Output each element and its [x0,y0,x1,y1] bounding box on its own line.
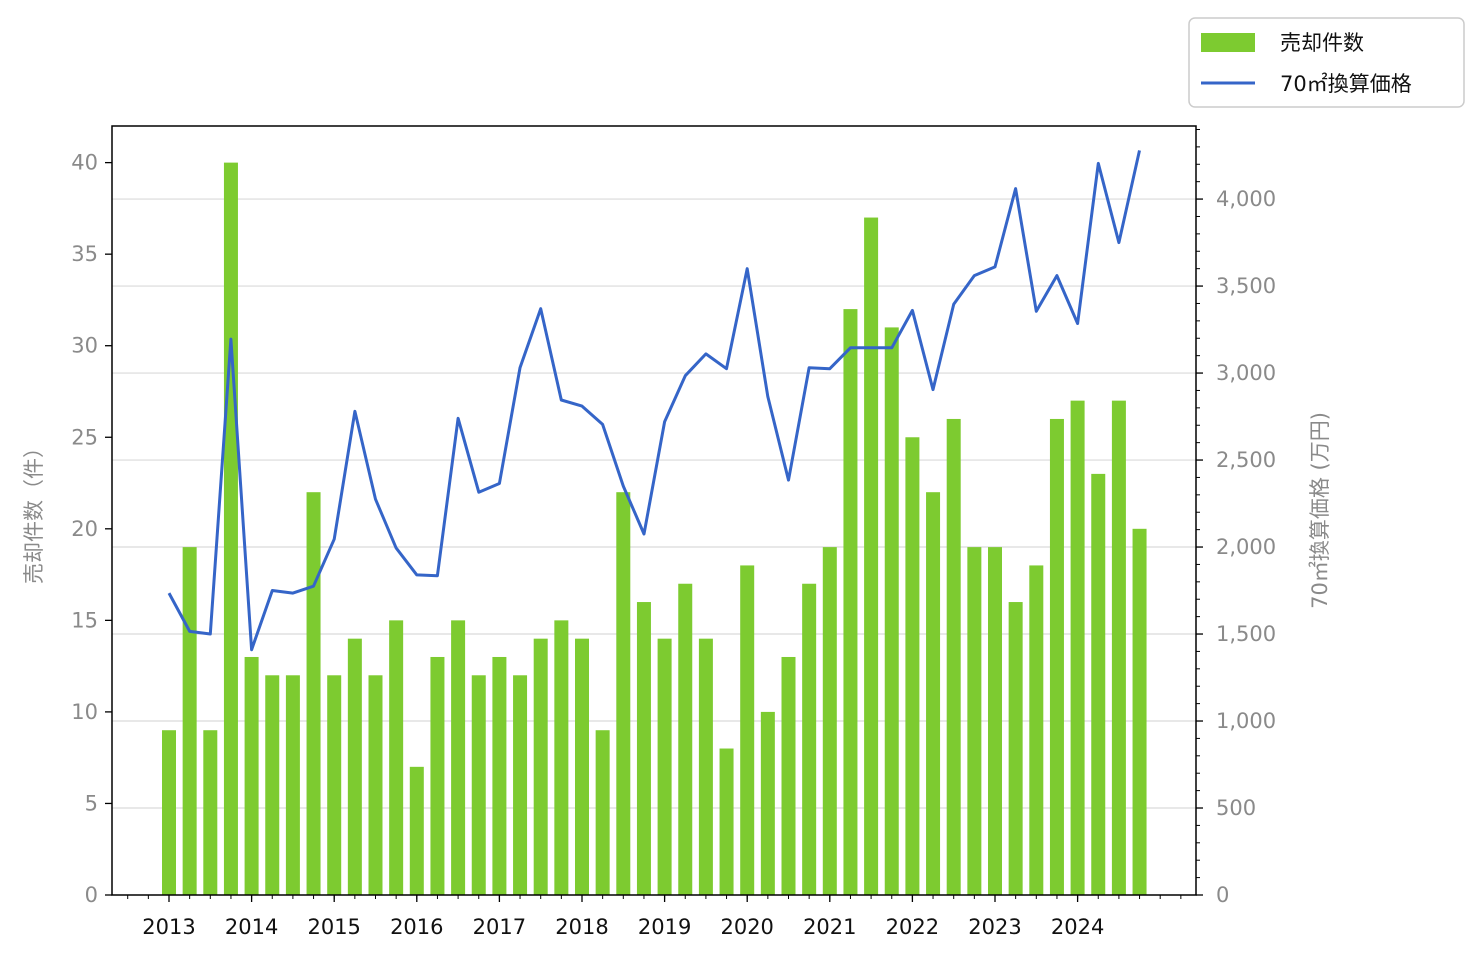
x-tick-label: 2013 [142,915,195,939]
y-right-tick-label: 1,500 [1216,622,1276,646]
price-line [167,150,1141,652]
x-tick-label: 2014 [225,915,278,939]
bar-series-sales-count [162,162,1147,896]
axes: 0 5 10 15 20 25 30 35 40 0 500 1,000 1,500 2,000 2,500… [71,128,1276,939]
y-right-tick-label: 1,000 [1216,709,1276,733]
bar [740,565,755,895]
y-left-tick-label: 35 [71,242,98,266]
x-tick-label: 2022 [886,915,939,939]
bar [451,620,466,895]
y-left-tick-label: 20 [71,517,98,541]
bar [471,675,486,895]
bar [884,327,899,895]
y-right-tick-label: 2,500 [1216,448,1276,472]
legend-label-price: 70㎡換算価格 [1280,72,1412,96]
x-tick-label: 2021 [803,915,856,939]
bar [636,602,651,895]
y-left-tick-label: 40 [71,151,98,175]
x-tick-label: 2020 [720,915,773,939]
bar [265,675,280,895]
bar [389,620,404,895]
legend-box [1188,17,1465,108]
x-tick-label: 2019 [638,915,691,939]
x-tick-label: 2017 [473,915,526,939]
bar [430,656,445,895]
bar [492,656,507,895]
bar [327,675,342,895]
line-series-price [167,150,1141,652]
bar [162,730,176,895]
bar [1049,418,1064,895]
bar [781,656,796,895]
y-right-tick-label: 4,000 [1216,187,1276,211]
bar [967,547,982,895]
bar [368,675,383,895]
y-left-tick-label: 10 [71,700,98,724]
bar [760,711,775,895]
y-axis-left-title: 売却件数（件） [22,437,46,584]
bar [698,638,713,895]
bar [1132,528,1147,895]
bar [306,492,321,895]
y-left-tick-label: 5 [85,791,98,815]
y-right-tick-label: 3,000 [1216,361,1276,385]
bar [843,309,858,896]
bar [285,675,300,895]
bar [575,638,589,895]
y-left-tick-label: 15 [71,608,98,632]
bar [513,675,528,895]
bar [409,766,424,895]
bar [1070,400,1085,895]
y-axis-right-title: 70㎡換算価格 (万円) [1308,412,1332,609]
bar [1029,565,1044,895]
y-right-tick-label: 3,500 [1216,274,1276,298]
bar [864,217,879,896]
bar [223,162,238,896]
x-tick-label: 2016 [390,915,443,939]
y-left-tick-label: 0 [85,883,98,907]
bar [554,620,569,895]
legend-label-sales-count: 売却件数 [1280,31,1364,55]
bar [595,730,610,895]
bar [533,638,548,895]
bar [719,748,734,895]
legend-bar-swatch [1201,33,1255,52]
bar [1091,473,1106,895]
x-tick-label: 2018 [555,915,608,939]
legend: 売却件数 70㎡換算価格 [1188,17,1465,108]
bar [657,638,672,895]
bar [203,730,218,895]
bar [244,656,259,895]
bar [926,492,941,895]
plot-frame [111,125,1197,896]
bar [988,547,1002,895]
bar [946,418,961,895]
y-left-tick-label: 30 [71,334,98,358]
x-tick-label: 2023 [968,915,1021,939]
bar [822,547,837,895]
bar [802,583,817,895]
bar [1008,602,1023,895]
bar [182,547,197,895]
bar [1111,400,1126,895]
y-left-tick-label: 25 [71,425,98,449]
y-right-tick-label: 2,000 [1216,535,1276,559]
y-right-tick-label: 500 [1216,796,1256,820]
bar [905,437,920,895]
bar [616,492,631,895]
x-tick-label: 2015 [307,915,360,939]
x-tick-label: 2024 [1051,915,1104,939]
bar [347,638,362,895]
y-right-tick-label: 0 [1216,883,1229,907]
bar [678,583,693,895]
